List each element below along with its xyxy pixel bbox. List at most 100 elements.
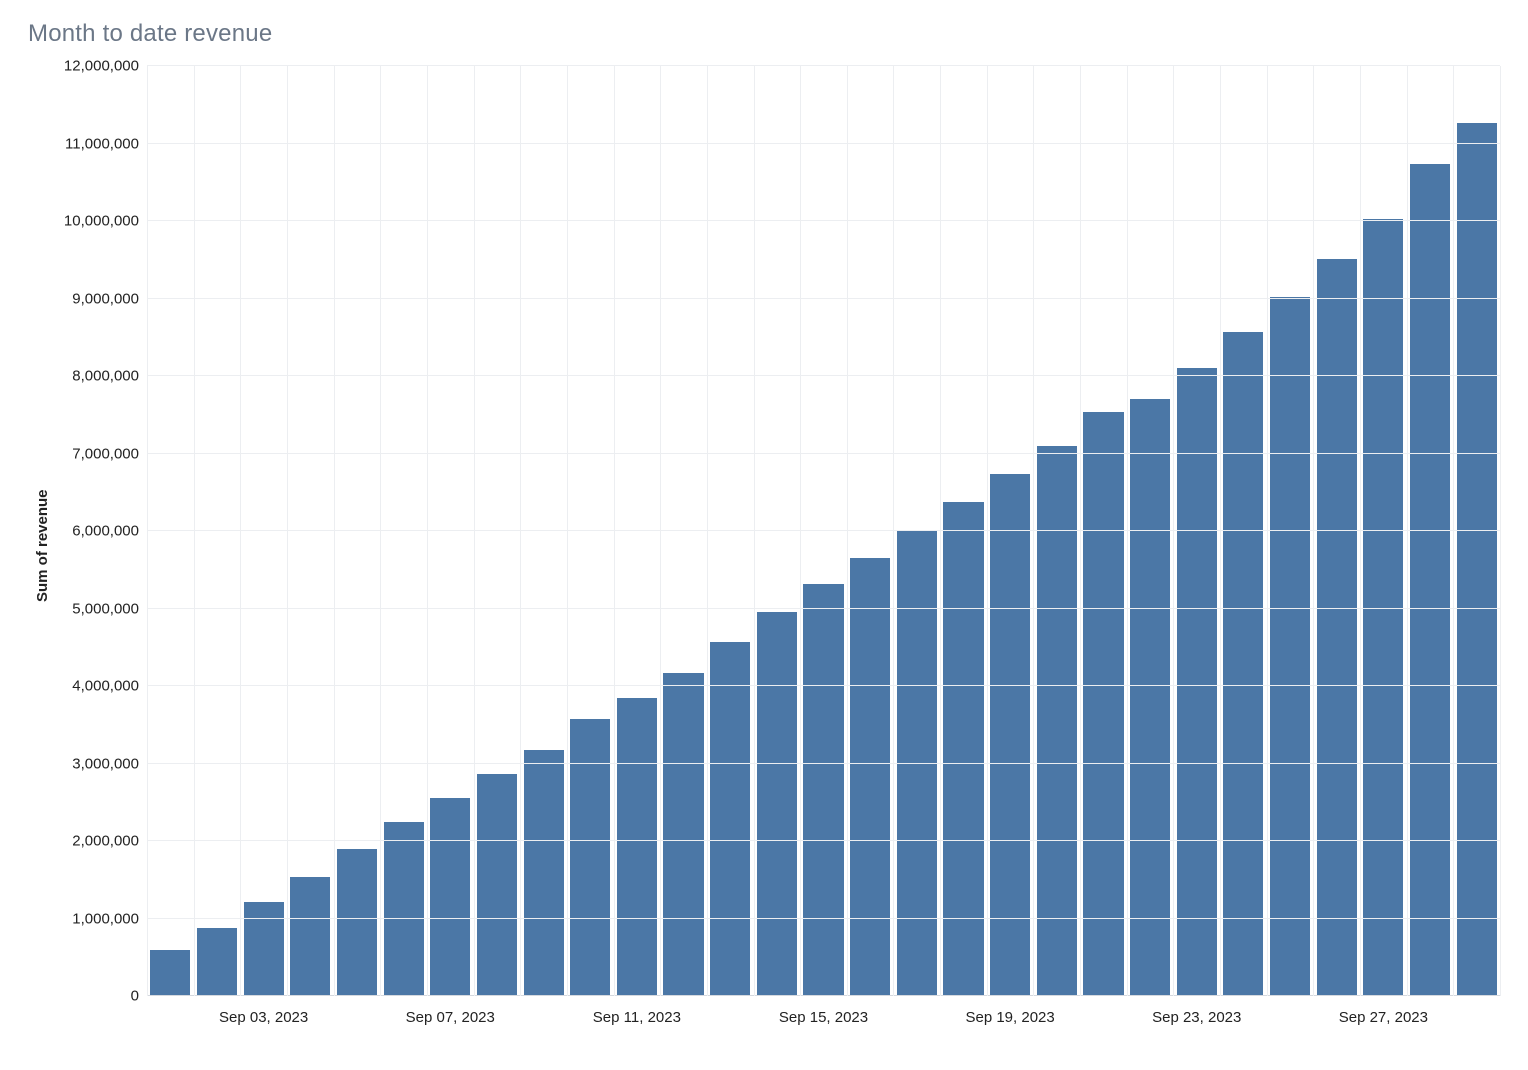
gridline-horizontal — [147, 220, 1500, 221]
x-tick-label: Sep 27, 2023 — [1339, 1009, 1428, 1026]
bar[interactable] — [337, 849, 377, 996]
gridline-vertical — [147, 66, 148, 996]
gridline-vertical — [194, 66, 195, 996]
gridline-vertical — [754, 66, 755, 996]
x-tick-label: Sep 23, 2023 — [1152, 1009, 1241, 1026]
gridline-vertical — [614, 66, 615, 996]
bar[interactable] — [1270, 297, 1310, 996]
gridline-vertical — [1407, 66, 1408, 996]
gridline-vertical — [893, 66, 894, 996]
bar-slot — [1220, 66, 1267, 996]
gridline-vertical — [1173, 66, 1174, 996]
gridline-horizontal — [147, 375, 1500, 376]
gridline-horizontal — [147, 918, 1500, 919]
gridline-horizontal — [147, 453, 1500, 454]
bar[interactable] — [710, 642, 750, 996]
gridline-vertical — [940, 66, 941, 996]
bar-slot — [894, 66, 941, 996]
bar[interactable] — [430, 798, 470, 996]
bar[interactable] — [150, 950, 190, 997]
revenue-chart: Month to date revenue Sum of revenue 01,… — [0, 0, 1528, 1070]
bar[interactable] — [290, 877, 330, 996]
bar[interactable] — [757, 612, 797, 996]
chart-title: Month to date revenue — [28, 20, 1500, 48]
bar-slot — [1127, 66, 1174, 996]
x-axis-labels: Sep 03, 2023Sep 07, 2023Sep 11, 2023Sep … — [147, 1002, 1500, 1026]
y-tick-label: 7,000,000 — [72, 445, 139, 462]
gridline-vertical — [520, 66, 521, 996]
gridline-vertical — [474, 66, 475, 996]
x-tick-label: Sep 11, 2023 — [593, 1009, 681, 1026]
bar-slot — [240, 66, 287, 996]
gridline-horizontal — [147, 840, 1500, 841]
gridline-vertical — [847, 66, 848, 996]
gridline-vertical — [1500, 66, 1501, 996]
bar[interactable] — [1410, 164, 1450, 996]
bar[interactable] — [1130, 399, 1170, 996]
bar[interactable] — [663, 673, 703, 996]
gridline-vertical — [1313, 66, 1314, 996]
x-tick-label: Sep 07, 2023 — [406, 1009, 495, 1026]
bar[interactable] — [850, 558, 890, 996]
gridline-vertical — [334, 66, 335, 996]
chart-plot: Sum of revenue 01,000,0002,000,0003,000,… — [28, 66, 1500, 1026]
gridline-vertical — [707, 66, 708, 996]
y-tick-label: 9,000,000 — [72, 290, 139, 307]
bar-slot — [567, 66, 614, 996]
gridline-vertical — [800, 66, 801, 996]
bar-slot — [1173, 66, 1220, 996]
bar[interactable] — [1083, 412, 1123, 996]
bar-slot — [1407, 66, 1454, 996]
gridline-vertical — [1127, 66, 1128, 996]
bar[interactable] — [1177, 368, 1217, 996]
bar[interactable] — [1317, 259, 1357, 996]
bar[interactable] — [897, 531, 937, 996]
y-tick-label: 5,000,000 — [72, 600, 139, 617]
gridline-vertical — [1220, 66, 1221, 996]
bar-slot — [427, 66, 474, 996]
bar[interactable] — [244, 902, 284, 996]
bar-slot — [520, 66, 567, 996]
bar[interactable] — [1037, 446, 1077, 996]
bar[interactable] — [1223, 332, 1263, 996]
y-axis-labels: 01,000,0002,000,0003,000,0004,000,0005,0… — [51, 66, 147, 1026]
x-axis-line — [147, 995, 1500, 996]
bar[interactable] — [1457, 123, 1497, 996]
y-tick-label: 2,000,000 — [72, 833, 139, 850]
y-tick-label: 10,000,000 — [64, 213, 139, 230]
bar-slot — [1080, 66, 1127, 996]
bar[interactable] — [384, 822, 424, 996]
bar[interactable] — [803, 584, 843, 996]
bar[interactable] — [197, 928, 237, 996]
y-tick-label: 6,000,000 — [72, 523, 139, 540]
gridline-vertical — [660, 66, 661, 996]
bar-slot — [847, 66, 894, 996]
gridline-horizontal — [147, 608, 1500, 609]
bar[interactable] — [570, 719, 610, 996]
bar[interactable] — [524, 750, 564, 996]
x-tick-label: Sep 19, 2023 — [965, 1009, 1054, 1026]
bar-slot — [754, 66, 801, 996]
y-tick-label: 0 — [131, 988, 139, 1005]
bar-slot — [940, 66, 987, 996]
bar-slot — [1360, 66, 1407, 996]
gridline-vertical — [1080, 66, 1081, 996]
gridline-vertical — [1360, 66, 1361, 996]
bar[interactable] — [617, 698, 657, 996]
bar-slot — [660, 66, 707, 996]
bar-slot — [707, 66, 754, 996]
gridline-vertical — [240, 66, 241, 996]
bar[interactable] — [477, 774, 517, 996]
gridline-horizontal — [147, 763, 1500, 764]
bar-slot — [614, 66, 661, 996]
gridline-vertical — [1267, 66, 1268, 996]
gridline-horizontal — [147, 65, 1500, 66]
bar-slot — [987, 66, 1034, 996]
gridline-vertical — [1453, 66, 1454, 996]
y-tick-label: 4,000,000 — [72, 678, 139, 695]
gridline-horizontal — [147, 143, 1500, 144]
gridline-vertical — [1033, 66, 1034, 996]
bar-slot — [800, 66, 847, 996]
bar[interactable] — [943, 502, 983, 996]
gridline-vertical — [567, 66, 568, 996]
